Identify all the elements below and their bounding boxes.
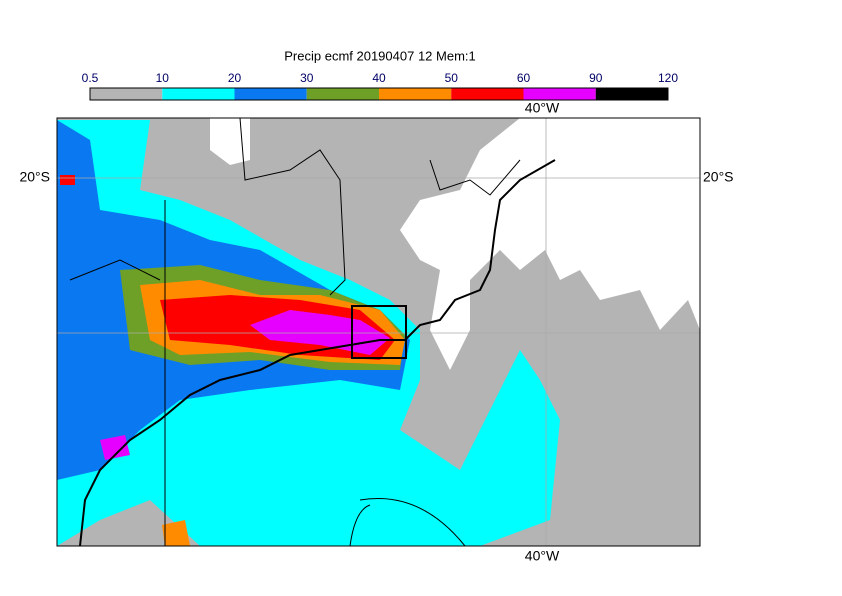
- map-frame: [56, 117, 701, 547]
- colorbar-segment: [234, 88, 307, 100]
- precip-cell: [162, 520, 190, 546]
- colorbar-segment: [306, 88, 379, 100]
- highlight-box: [351, 305, 407, 359]
- colorbar-label: 30: [300, 71, 314, 85]
- lat-label: 20°S: [703, 169, 734, 185]
- colorbar-segment: [162, 88, 235, 100]
- colorbar-label: 40: [372, 71, 386, 85]
- precip-cell: [60, 175, 75, 185]
- colorbar-segment: [595, 88, 668, 100]
- colorbar-label: 50: [445, 71, 459, 85]
- lon-label: 40°W: [525, 100, 560, 116]
- no-precip-area: [210, 118, 250, 165]
- colorbar-segment: [90, 88, 163, 100]
- colorbar-label: 0.5: [82, 71, 99, 85]
- no-precip-area: [400, 118, 700, 370]
- boundary: [69, 118, 521, 546]
- lon-label: 40°W: [525, 548, 560, 564]
- colorbar: 0.5 10 20 30 40 50 60 90 120: [82, 71, 678, 101]
- colorbar-segment: [379, 88, 452, 100]
- colorbar-label: 10: [156, 71, 170, 85]
- precip-cell: [100, 435, 130, 460]
- precip-field: [57, 118, 700, 546]
- coastline: [79, 159, 556, 546]
- lat-label: 20°S: [19, 169, 50, 185]
- colorbar-label: 60: [517, 71, 531, 85]
- title: Precip ecmf 20190407 12 Mem:1: [284, 48, 476, 63]
- colorbar-label: 20: [228, 71, 242, 85]
- colorbar-label: 90: [589, 71, 603, 85]
- colorbar-segment: [523, 88, 596, 100]
- colorbar-label: 120: [658, 71, 678, 85]
- colorbar-frame: [89, 87, 669, 101]
- colorbar-segment: [451, 88, 524, 100]
